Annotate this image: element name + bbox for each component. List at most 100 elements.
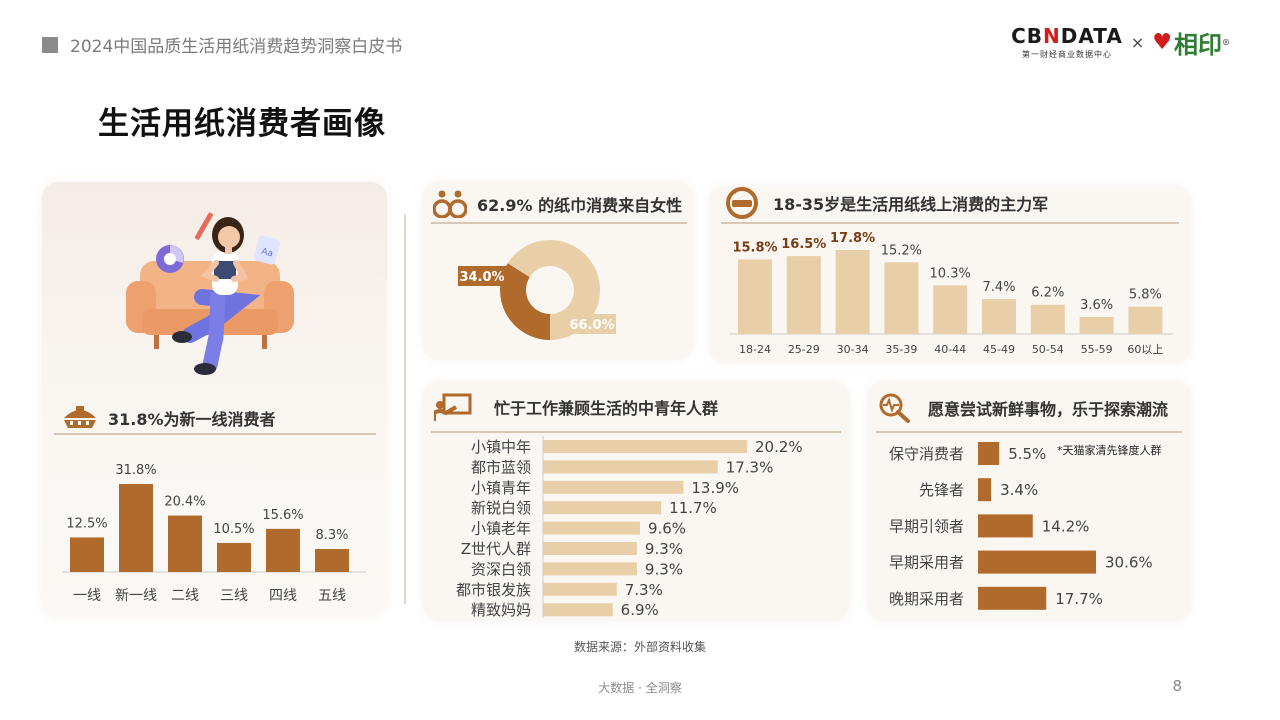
age-bar-label: 16.5% [781, 237, 826, 252]
brand-logos: CBNDATA 第一财经商业数据中心 × ♥ 相印 ® [1011, 24, 1230, 60]
groups-bar-label: 13.9% [691, 479, 739, 497]
adoption-note: *天猫家清先锋度人群 [1057, 443, 1162, 457]
adoption-bar-label: 17.7% [1055, 590, 1103, 608]
adoption-bar-label: 5.5% [1008, 445, 1046, 463]
age-bar-label: 17.8% [830, 231, 875, 246]
age-category-label: 25-29 [788, 343, 820, 356]
city-bar [70, 537, 104, 572]
city-category-label: 三线 [220, 588, 248, 604]
gender-underline [431, 222, 687, 224]
header-square-icon [42, 36, 58, 53]
age-bar [835, 250, 870, 334]
adoption-category-label: 先锋者 [919, 481, 964, 499]
age-category-label: 30-34 [837, 343, 869, 356]
adoption-bar [978, 586, 1047, 610]
groups-bar [543, 521, 640, 535]
groups-category-label: 都市蓝领 [471, 458, 531, 476]
groups-category-label: 小镇中年 [471, 438, 531, 456]
age-bar [884, 262, 919, 334]
city-bar [315, 549, 349, 572]
page-number: 8 [1172, 677, 1182, 695]
age-bar [1030, 304, 1065, 334]
groups-bar [543, 542, 637, 555]
groups-bar [543, 480, 684, 494]
xiangyin-logo: ♥ 相印 ® [1152, 25, 1230, 60]
groups-category-label: 新锐白领 [471, 499, 531, 517]
age-bar-label: 7.4% [982, 280, 1015, 295]
groups-bar [543, 582, 617, 596]
city-tier-chart: 12.5% 一线 31.8% 新一线 20.4% 二线 10.5% 三线 15.6% 四线 8.3%… [62, 463, 366, 604]
city-tier-underline [54, 433, 376, 435]
city-bar-label: 10.5% [213, 522, 254, 537]
city-category-label: 二线 [171, 588, 199, 604]
age-bar-chart: 15.8% 18-24 16.5% 25-29 17.8% 30-34 15.2% 35-39… [729, 231, 1173, 356]
age-category-label: 40-44 [934, 343, 966, 356]
groups-bar [543, 460, 718, 474]
gender-slice [500, 263, 550, 340]
age-category-label: 35-39 [885, 343, 917, 356]
age-bar [933, 285, 968, 334]
city-category-label: 四线 [269, 588, 297, 604]
gender-slice-label: 66.0% [569, 318, 614, 333]
age-bar-label: 6.2% [1031, 286, 1064, 301]
adoption-title: 愿意尝试新鲜事物，乐于探索潮流 [928, 400, 1169, 419]
age-category-label: 60以上 [1127, 343, 1163, 356]
groups-bar [543, 603, 613, 617]
gender-label-bg [568, 314, 616, 334]
age-category-label: 55-59 [1081, 343, 1113, 356]
age-underline [721, 222, 1179, 224]
cbndata-logo-subtitle: 第一财经商业数据中心 [1021, 50, 1112, 59]
groups-bar-label: 6.9% [621, 601, 659, 618]
adoption-header: 愿意尝试新鲜事物，乐于探索潮流 [878, 393, 1168, 423]
age-bar-label: 15.2% [881, 243, 922, 258]
city-building-icon [64, 406, 96, 428]
age-category-label: 45-49 [983, 343, 1015, 356]
footer-tagline: 大数据 · 全洞察 [598, 681, 682, 695]
groups-bar [543, 440, 747, 453]
adoption-category-label: 早期引领者 [889, 517, 964, 535]
age-bar [738, 259, 772, 334]
age-bar [1079, 317, 1114, 334]
city-bar-label: 20.4% [164, 495, 205, 510]
city-tier-header: 31.8%为新一线消费者 [62, 404, 276, 432]
adoption-category-label: 晚期采用者 [889, 590, 964, 608]
document-header: 2024中国品质生活用纸消费趋势洞察白皮书 [42, 32, 402, 57]
city-bar-label: 8.3% [315, 528, 348, 543]
groups-bar-label: 9.3% [645, 560, 683, 578]
gender-donut-chart: 34.0% 66.0% [458, 240, 616, 340]
adoption-card [868, 381, 1191, 621]
groups-bar-chart: 小镇中年 20.2% 都市蓝领 17.3% 小镇青年 13.9% 新锐白领 11.7% 小镇老年… [456, 436, 803, 618]
groups-category-label: 小镇老年 [471, 520, 531, 538]
groups-bar-label: 17.3% [726, 458, 774, 476]
registered-mark: ® [1222, 37, 1230, 47]
adoption-bar [978, 550, 1096, 574]
age-bar-label: 5.8% [1129, 288, 1162, 303]
data-source: 数据来源：外部资料收集 [573, 640, 706, 654]
city-tier-title: 31.8%为新一线消费者 [108, 410, 276, 429]
city-bar [217, 542, 251, 572]
cbndata-logo-part: CB [1011, 24, 1043, 48]
groups-bar-label: 9.6% [648, 520, 686, 538]
groups-card [423, 381, 849, 621]
cbndata-logo-x: N [1043, 24, 1061, 48]
groups-category-label: 都市银发族 [456, 581, 531, 599]
city-category-label: 五线 [318, 588, 346, 604]
city-bar-label: 12.5% [66, 516, 107, 531]
groups-bar-label: 20.2% [755, 438, 803, 456]
groups-bar [543, 501, 662, 515]
groups-category-label: Z世代人群 [461, 540, 531, 558]
age-bar-label: 15.8% [732, 240, 777, 255]
adoption-category-label: 保守消费者 [889, 445, 964, 463]
consumer-illustration: Aa [126, 212, 294, 375]
groups-bar-label: 11.7% [669, 499, 717, 517]
xiangyin-logo-text: 相印 [1174, 29, 1222, 59]
clock-icon [726, 187, 758, 219]
adoption-underline [876, 431, 1182, 433]
search-pulse-icon [879, 393, 910, 423]
people-icon [433, 190, 467, 218]
age-bar [982, 299, 1016, 334]
age-bar-label: 3.6% [1080, 298, 1113, 313]
gender-slice-label: 34.0% [459, 270, 504, 285]
presentation-icon [434, 393, 472, 421]
groups-title: 忙于工作兼顾生活的中青年人群 [494, 399, 719, 418]
